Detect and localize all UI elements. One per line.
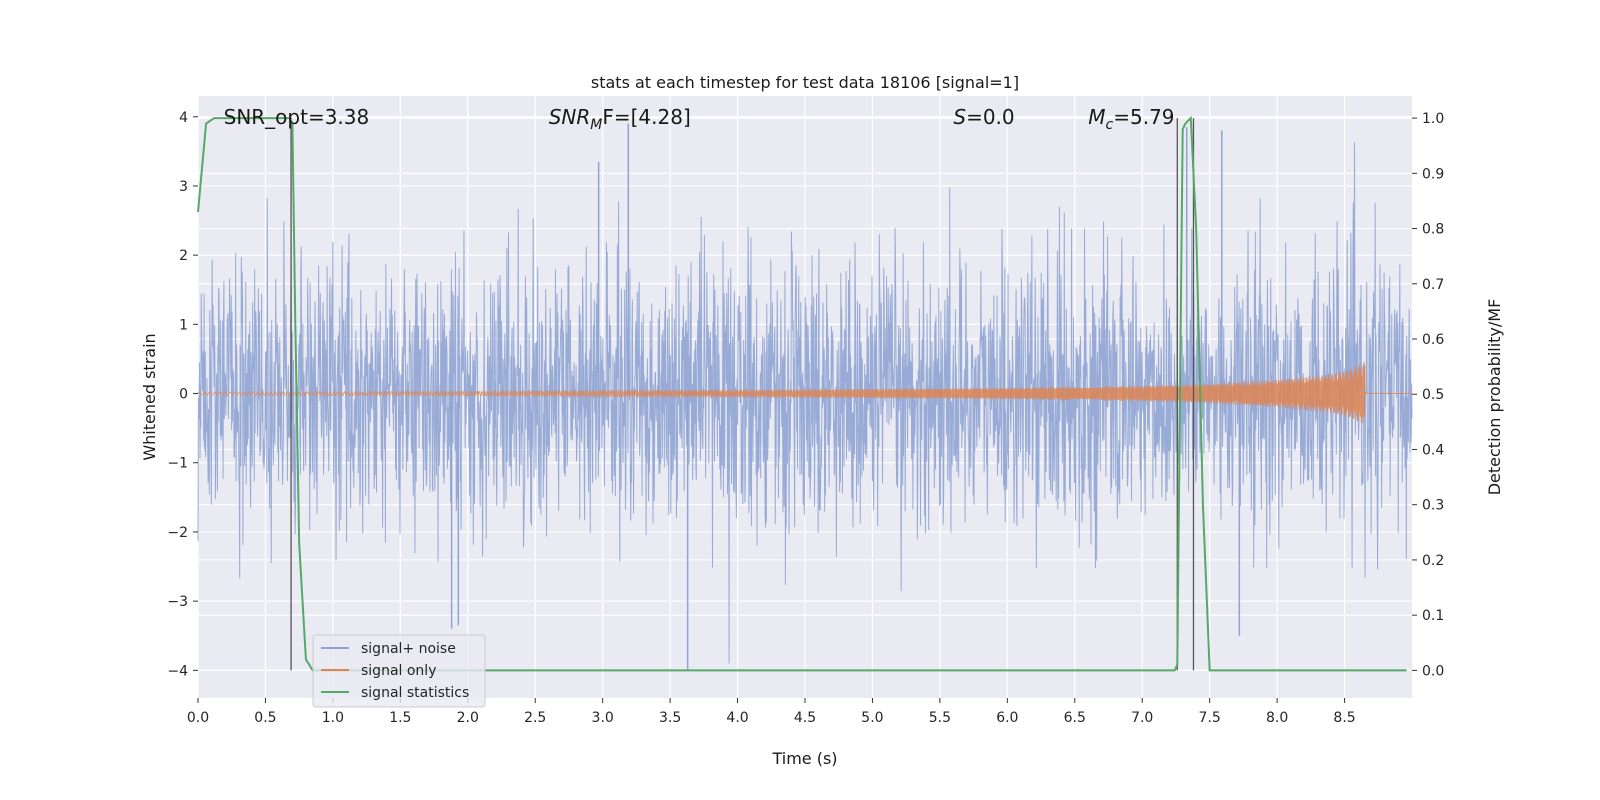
y-tick-label: −4: [167, 663, 188, 679]
x-tick-label: 8.0: [1266, 710, 1288, 726]
x-tick-label: 2.5: [524, 710, 546, 726]
y-tick-label: 2: [179, 248, 188, 264]
annotation-subscript: c: [1106, 117, 1114, 133]
y2-tick-label: 0.4: [1422, 442, 1444, 458]
y2-tick-label: 0.9: [1422, 166, 1444, 182]
x-tick-label: 6.5: [1064, 710, 1086, 726]
x-tick-label: 1.0: [322, 710, 344, 726]
y-tick-label: 4: [179, 110, 188, 126]
annotation-symbol: SNR: [549, 105, 591, 129]
annotation-mc: Mc=5.79: [1088, 105, 1174, 133]
y-tick-label: 0: [179, 387, 188, 403]
annotation-value: F=[4.28]: [602, 105, 690, 129]
annotation-snr-mf: SNRMF=[4.28]: [549, 105, 691, 133]
annotation-value: =0.0: [966, 105, 1015, 129]
y2-tick-label: 0.6: [1422, 332, 1444, 348]
legend-label: signal+ noise: [361, 641, 456, 657]
signal-only-trace: [197, 362, 1412, 424]
annotation-symbol: S: [953, 105, 966, 129]
y-axis-label: Whitened strain: [140, 333, 159, 460]
noise-trace: [197, 142, 1413, 664]
y-tick-label: 3: [179, 179, 188, 195]
y-tick-label: 1: [179, 317, 188, 333]
x-tick-label: 5.0: [861, 710, 883, 726]
signal-noise-series: [197, 123, 1413, 671]
x-tick-label: 5.5: [929, 710, 951, 726]
x-tick-label: 7.5: [1199, 710, 1221, 726]
x-tick-label: 6.0: [996, 710, 1018, 726]
annotation-snr-opt: SNR_opt=3.38: [224, 105, 370, 129]
annotation-s-stat: S=0.0: [953, 105, 1014, 129]
x-tick-label: 4.5: [794, 710, 816, 726]
y2-tick-label: 0.1: [1422, 608, 1444, 624]
axis-ticks: 0.0 0.5 1.0 1.5 2.0 2.5 3.0 3.5 4.0 4.5 5.0 5.5 6.0 6…: [167, 110, 1444, 726]
signal-statistics-series: [197, 115, 1407, 672]
x-tick-label: 0.5: [254, 710, 276, 726]
y2-tick-label: 0.0: [1422, 663, 1444, 679]
y2-tick-label: 0.7: [1422, 277, 1444, 293]
y2-tick-label: 0.5: [1422, 387, 1444, 403]
x-tick-label: 0.0: [187, 710, 209, 726]
y-tick-label: −3: [167, 594, 188, 610]
y2-tick-label: 1.0: [1422, 111, 1444, 127]
x-tick-label: 3.5: [659, 710, 681, 726]
x-tick-label: 1.5: [389, 710, 411, 726]
x-tick-label: 4.0: [726, 710, 748, 726]
chart-title: stats at each timestep for test data 181…: [591, 73, 1019, 92]
y2-tick-label: 0.8: [1422, 222, 1444, 238]
legend: signal+ noise signal only signal statistic…: [312, 634, 486, 708]
annotation-value: =5.79: [1113, 105, 1174, 129]
y-tick-label: −2: [167, 525, 188, 541]
signal-statistics-trace: [197, 115, 1407, 672]
x-tick-label: 3.0: [592, 710, 614, 726]
annotation-symbol: M: [1088, 105, 1105, 129]
signal-only-series: [197, 362, 1412, 424]
annotation-subscript: M: [590, 117, 602, 133]
annotations: SNR_opt=3.38 SNRMF=[4.28] S=0.0 Mc=5.79: [224, 105, 1175, 133]
x-axis-label: Time (s): [771, 749, 837, 768]
y2-tick-label: 0.2: [1422, 553, 1444, 569]
x-tick-label: 7.0: [1131, 710, 1153, 726]
legend-label: signal statistics: [361, 685, 469, 701]
legend-label: signal only: [361, 663, 436, 679]
y2-axis-label: Detection probability/MF: [1485, 299, 1504, 496]
legend-box: [312, 634, 486, 708]
x-tick-label: 2.0: [457, 710, 479, 726]
x-tick-label: 8.5: [1333, 710, 1355, 726]
y2-tick-label: 0.3: [1422, 498, 1444, 514]
y-tick-label: −1: [167, 456, 188, 472]
